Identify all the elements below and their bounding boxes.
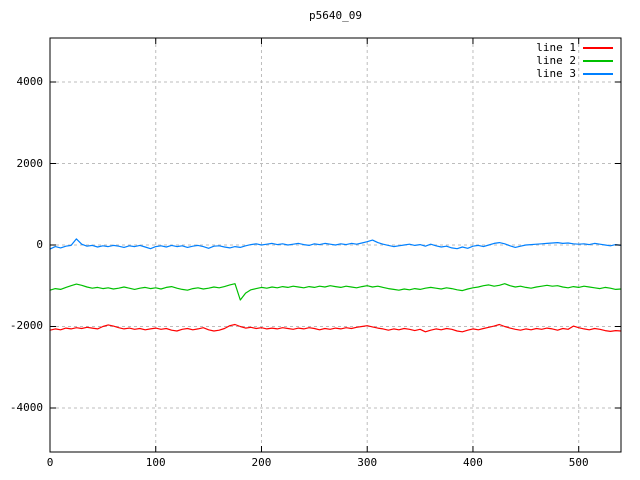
- x-tick-label: 0: [46, 456, 54, 469]
- y-tick-label: 4000: [16, 75, 44, 88]
- y-tick-label: -4000: [9, 400, 43, 414]
- legend-line-sample: [583, 46, 613, 49]
- legend: line 1 line 2 line 3: [536, 41, 613, 80]
- legend-label: line 1: [536, 41, 576, 54]
- legend-line-sample: [583, 59, 613, 62]
- y-tick-label: -2000: [9, 319, 43, 333]
- series-line-3: [49, 238, 622, 250]
- x-tick-label: 100: [145, 456, 166, 469]
- series-line-1: [49, 323, 622, 333]
- x-tick-label: 300: [357, 456, 378, 469]
- chart-title: p5640_09: [309, 9, 362, 22]
- y-tick-label: 0: [36, 238, 43, 251]
- y-tick-label: 2000: [16, 156, 44, 170]
- x-tick-label: 200: [251, 456, 272, 469]
- legend-item: line 3: [536, 67, 613, 80]
- x-tick-label: 500: [568, 456, 589, 469]
- x-tick-label: 400: [463, 456, 483, 469]
- legend-item: line 1: [536, 41, 613, 54]
- series-line-2: [49, 283, 622, 301]
- legend-label: line 3: [536, 67, 576, 80]
- legend-item: line 2: [536, 54, 613, 67]
- legend-label: line 2: [536, 54, 576, 67]
- legend-line-sample: [583, 72, 613, 75]
